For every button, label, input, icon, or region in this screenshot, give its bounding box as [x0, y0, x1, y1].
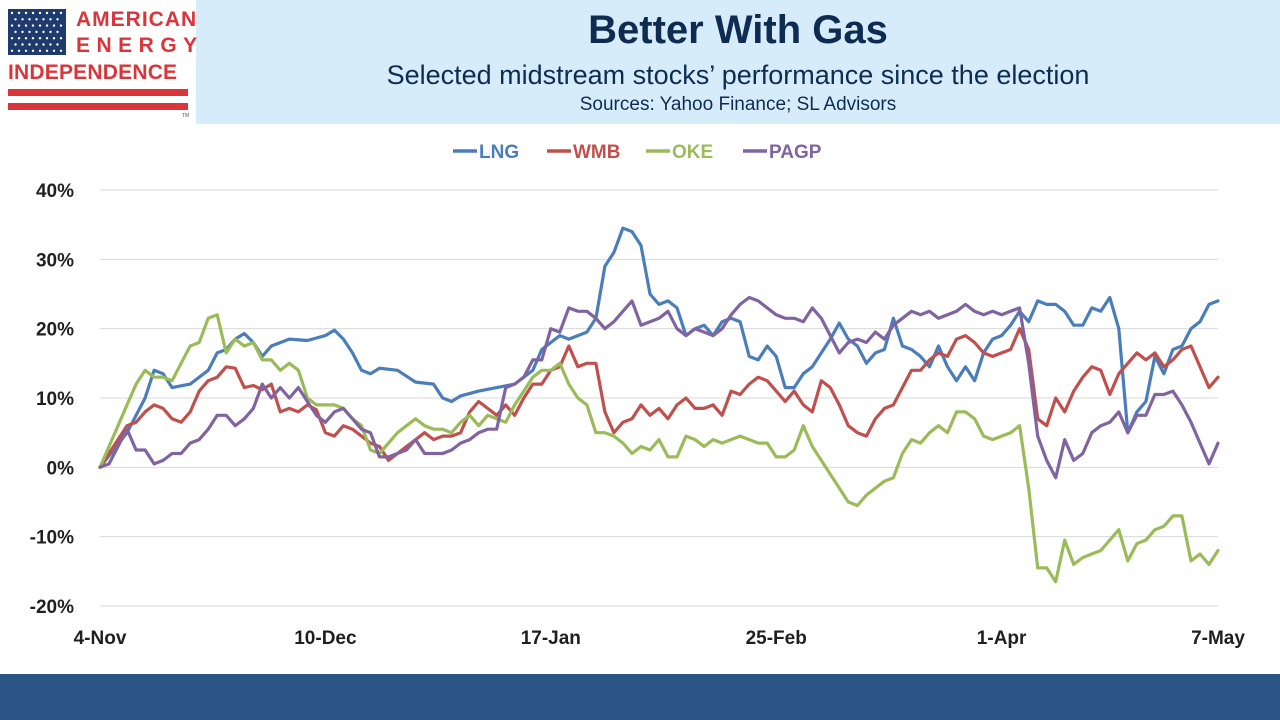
- logo-trademark: TM: [182, 113, 190, 119]
- legend-label: LNG: [479, 142, 519, 163]
- legend-item-wmb: WMB: [547, 142, 620, 163]
- y-tick-label: 30%: [36, 250, 74, 271]
- series-line-oke: [98, 313, 1220, 584]
- line-chart: 40% 30% 20% 10% 0% -10% -20% 4-Nov 10-Dec 17-Jan…: [30, 142, 1246, 649]
- y-axis-ticks: 40% 30% 20% 10% 0% -10% -20%: [30, 181, 74, 618]
- x-tick-label: 17-Jan: [521, 628, 581, 649]
- x-tick-label: 10-Dec: [294, 628, 357, 649]
- legend-item-pagp: PAGP: [743, 142, 822, 163]
- legend-label: WMB: [573, 142, 620, 163]
- logo-line-1: AMERICAN: [76, 8, 198, 31]
- y-tick-label: -20%: [30, 597, 74, 618]
- chart-subtitle: Selected midstream stocks’ performance s…: [386, 60, 1090, 90]
- legend-label: PAGP: [769, 142, 822, 163]
- series-lines: [98, 226, 1220, 584]
- legend-label: OKE: [672, 142, 713, 163]
- y-tick-label: 20%: [36, 320, 74, 341]
- y-tick-label: -10%: [30, 528, 74, 549]
- logo-line-2: ENERGY: [76, 34, 204, 57]
- legend: LNG WMB OKE PAGP: [453, 142, 822, 163]
- x-axis-ticks: 4-Nov 10-Dec 17-Jan 25-Feb 1-Apr 7-May: [74, 628, 1246, 649]
- series-line-lng: [98, 226, 1220, 469]
- footer-band: [0, 674, 1280, 720]
- x-tick-label: 1-Apr: [977, 628, 1027, 649]
- x-tick-label: 7-May: [1191, 628, 1245, 649]
- series-line-wmb: [98, 327, 1220, 469]
- header-band: [0, 0, 1280, 124]
- x-tick-label: 25-Feb: [746, 628, 807, 649]
- chart-title: Better With Gas: [588, 8, 888, 52]
- chart-sources: Sources: Yahoo Finance; SL Advisors: [579, 94, 897, 115]
- x-tick-label: 4-Nov: [74, 628, 127, 649]
- series-line-pagp: [98, 295, 1220, 480]
- y-tick-label: 10%: [36, 389, 74, 410]
- gridlines: [100, 189, 1218, 607]
- y-tick-label: 40%: [36, 181, 74, 202]
- flag-icon: [8, 9, 188, 110]
- y-tick-label: 0%: [47, 458, 75, 479]
- american-energy-independence-logo: AMERICAN ENERGY INDEPENDENCE TM: [0, 0, 198, 124]
- legend-item-lng: LNG: [453, 142, 519, 163]
- logo-line-3: INDEPENDENCE: [8, 61, 178, 84]
- legend-item-oke: OKE: [646, 142, 713, 163]
